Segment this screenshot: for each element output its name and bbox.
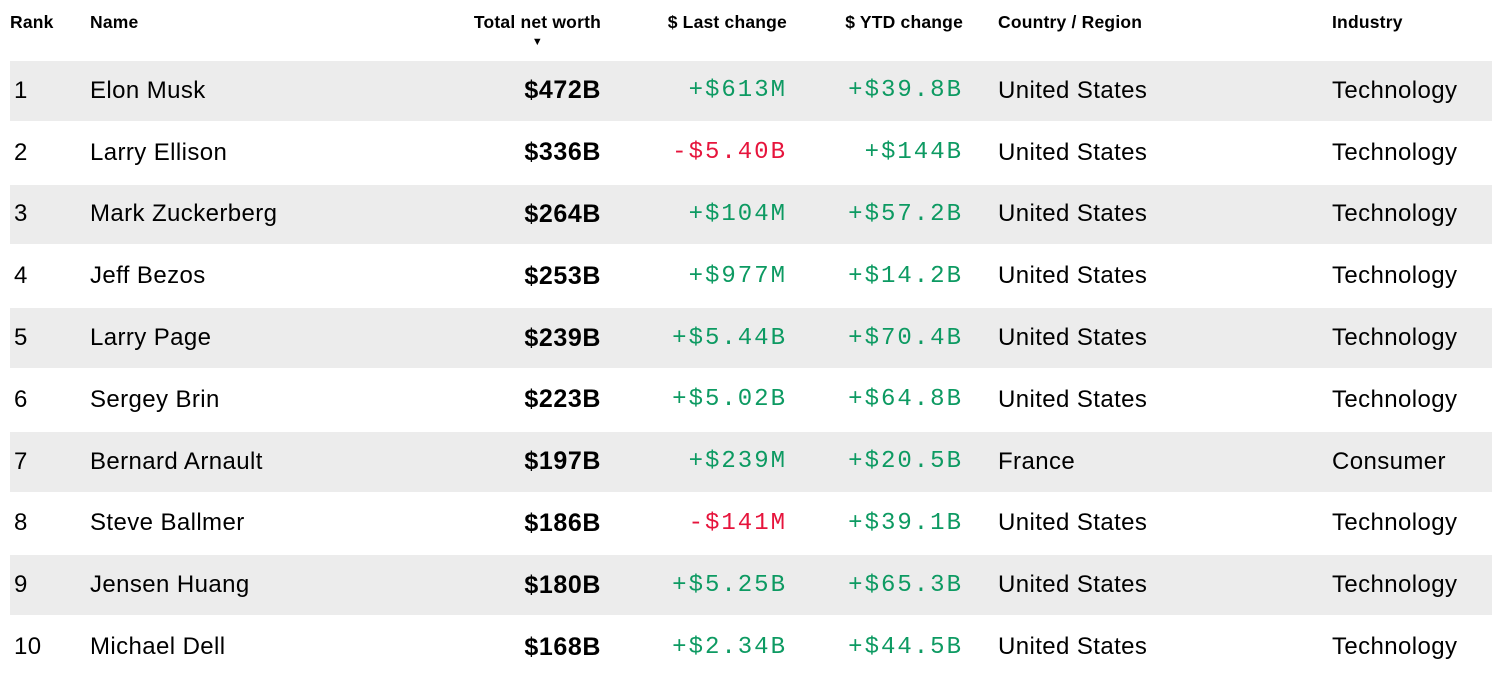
net-worth-cell: $253B [524,261,601,290]
table-header-row: Rank Name Total net worth ▼ $ Last chang… [10,0,1492,60]
name-cell: Bernard Arnault [90,447,263,475]
table-row[interactable]: 1 Elon Musk $472B +$613M +$39.8B United … [10,60,1492,122]
billionaires-table: Rank Name Total net worth ▼ $ Last chang… [10,0,1492,678]
table-row[interactable]: 10 Michael Dell $168B +$2.34B +$44.5B Un… [10,616,1492,678]
rank-cell: 7 [14,447,28,475]
rank-cell: 3 [14,200,28,228]
ytd-change-cell: +$20.5B [848,448,963,476]
table-row[interactable]: 3 Mark Zuckerberg $264B +$104M +$57.2B U… [10,183,1492,246]
industry-cell: Technology [1332,76,1458,104]
last-change-cell: +$104M [688,200,787,228]
last-change-cell: +$5.44B [672,324,787,352]
column-header-industry[interactable]: Industry [1332,12,1403,32]
rank-cell: 10 [14,633,42,661]
ytd-change-cell: +$39.8B [848,77,963,105]
ytd-change-cell: +$144B [864,139,963,167]
column-header-ytd-change[interactable]: $ YTD change [845,12,963,32]
ytd-change-cell: +$14.2B [848,262,963,290]
net-worth-cell: $197B [524,447,601,476]
industry-cell: Technology [1332,138,1458,166]
last-change-cell: +$239M [688,448,787,476]
industry-cell: Technology [1332,324,1458,352]
last-change-cell: +$5.02B [672,386,787,414]
column-header-name[interactable]: Name [90,12,139,32]
industry-cell: Technology [1332,385,1458,413]
last-change-cell: +$977M [688,262,787,290]
industry-cell: Technology [1332,571,1458,599]
column-header-total-net-worth[interactable]: Total net worth ▼ [440,12,601,48]
table-row[interactable]: 9 Jensen Huang $180B +$5.25B +$65.3B Uni… [10,554,1492,617]
ytd-change-cell: +$44.5B [848,633,963,661]
name-cell: Larry Ellison [90,138,228,166]
table-row[interactable]: 2 Larry Ellison $336B -$5.40B +$144B Uni… [10,121,1492,184]
name-cell: Jeff Bezos [90,262,206,290]
country-cell: United States [998,324,1148,352]
industry-cell: Technology [1332,633,1458,661]
name-cell: Larry Page [90,324,212,352]
table-body: 1 Elon Musk $472B +$613M +$39.8B United … [10,60,1492,678]
column-header-rank[interactable]: Rank [10,12,54,32]
rank-cell: 9 [14,571,28,599]
last-change-cell: -$141M [688,509,787,537]
ytd-change-cell: +$64.8B [848,386,963,414]
column-header-last-change[interactable]: $ Last change [667,12,787,32]
industry-cell: Consumer [1332,447,1446,475]
net-worth-cell: $186B [524,508,601,537]
column-header-total-net-worth-label: Total net worth [473,12,601,32]
country-cell: United States [998,200,1148,228]
net-worth-cell: $472B [524,76,601,105]
net-worth-cell: $180B [524,570,601,599]
ytd-change-cell: +$57.2B [848,200,963,228]
rank-cell: 5 [14,324,28,352]
country-cell: United States [998,138,1148,166]
sort-desc-icon: ▼ [531,36,543,48]
net-worth-cell: $223B [524,385,601,414]
country-cell: United States [998,76,1148,104]
table-row[interactable]: 5 Larry Page $239B +$5.44B +$70.4B Unite… [10,307,1492,369]
rank-cell: 4 [14,262,28,290]
table-row[interactable]: 6 Sergey Brin $223B +$5.02B +$64.8B Unit… [10,368,1492,431]
name-cell: Sergey Brin [90,385,220,413]
name-cell: Michael Dell [90,633,226,661]
country-cell: United States [998,571,1148,599]
net-worth-cell: $168B [524,632,601,661]
table-row[interactable]: 8 Steve Ballmer $186B -$141M +$39.1B Uni… [10,492,1492,555]
rank-cell: 8 [14,509,28,537]
country-cell: United States [998,262,1148,290]
industry-cell: Technology [1332,509,1458,537]
industry-cell: Technology [1332,262,1458,290]
country-cell: France [998,447,1076,475]
country-cell: United States [998,385,1148,413]
last-change-cell: +$2.34B [672,633,787,661]
rank-cell: 1 [14,76,28,104]
ytd-change-cell: +$65.3B [848,571,963,599]
last-change-cell: -$5.40B [672,139,787,167]
rank-cell: 6 [14,385,28,413]
ytd-change-cell: +$70.4B [848,324,963,352]
industry-cell: Technology [1332,200,1458,228]
table-row[interactable]: 7 Bernard Arnault $197B +$239M +$20.5B F… [10,430,1492,493]
name-cell: Mark Zuckerberg [90,200,278,228]
name-cell: Steve Ballmer [90,509,245,537]
net-worth-cell: $264B [524,199,601,228]
rank-cell: 2 [14,138,28,166]
net-worth-cell: $239B [524,323,601,352]
name-cell: Jensen Huang [90,571,250,599]
table-row[interactable]: 4 Jeff Bezos $253B +$977M +$14.2B United… [10,245,1492,308]
name-cell: Elon Musk [90,76,206,104]
ytd-change-cell: +$39.1B [848,509,963,537]
last-change-cell: +$5.25B [672,571,787,599]
net-worth-cell: $336B [524,138,601,167]
column-header-country-region[interactable]: Country / Region [998,12,1143,32]
country-cell: United States [998,509,1148,537]
last-change-cell: +$613M [688,77,787,105]
country-cell: United States [998,633,1148,661]
